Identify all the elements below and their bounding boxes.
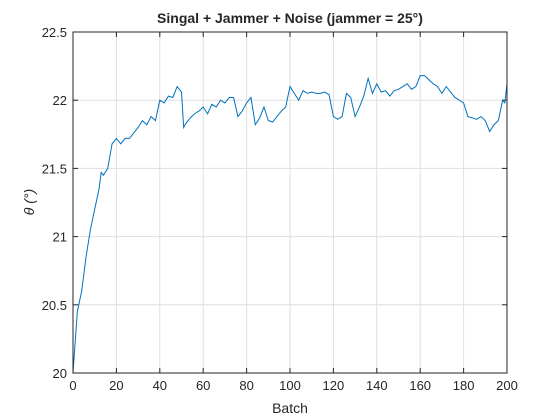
x-tick-label: 140 (366, 378, 388, 393)
x-tick-label: 180 (453, 378, 475, 393)
x-tick-label: 60 (196, 378, 210, 393)
axes-box (72, 31, 508, 374)
x-tick-label: 200 (496, 378, 518, 393)
x-tick-label: 40 (153, 378, 167, 393)
chart-title: Singal + Jammer + Noise (jammer = 25°) (157, 10, 423, 26)
x-tick-label: 160 (409, 378, 431, 393)
y-axis-label: θ (°) (21, 189, 37, 215)
x-tick-label: 20 (109, 378, 123, 393)
y-tick-label: 20.5 (42, 298, 67, 313)
y-tick-label: 20 (53, 366, 67, 381)
data-line (72, 75, 508, 374)
y-tick-label: 22 (53, 93, 67, 108)
x-tick-label: 80 (239, 378, 253, 393)
y-tick-label: 22.5 (42, 25, 67, 40)
x-axis-label: Batch (272, 400, 308, 416)
x-tick-label: 100 (279, 378, 301, 393)
y-tick-label: 21.5 (42, 161, 67, 176)
x-tick-label: 120 (323, 378, 345, 393)
y-tick-label: 21 (53, 230, 67, 245)
x-tick-label: 0 (69, 378, 76, 393)
